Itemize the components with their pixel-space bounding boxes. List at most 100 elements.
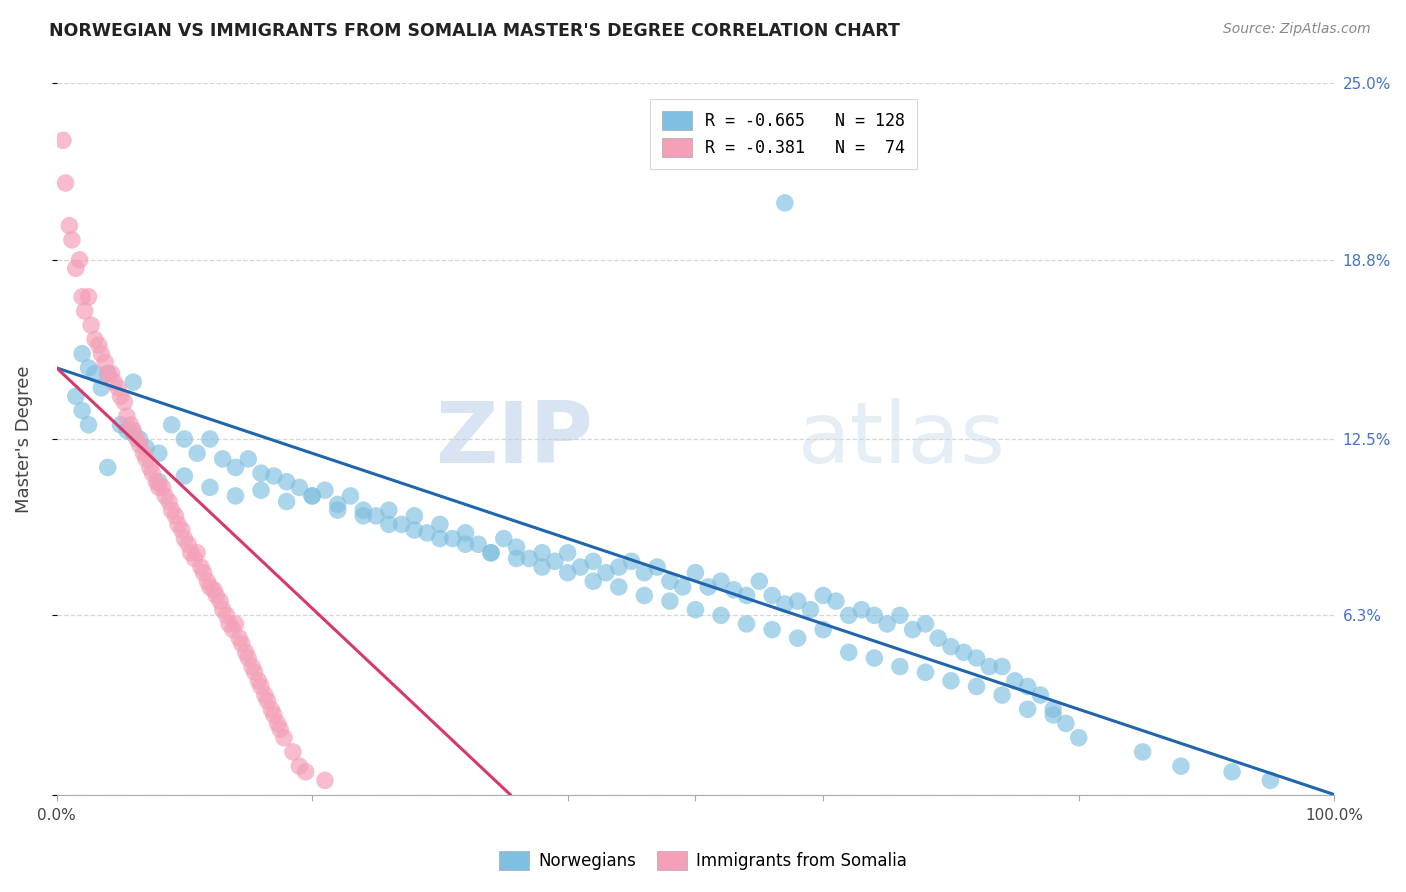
Point [582, 574, 605, 589]
Point [364, 508, 387, 523]
Point [557, 546, 579, 560]
Point [240, 659, 263, 673]
Point [748, 574, 770, 589]
Point [157, 494, 180, 508]
Point [173, 532, 195, 546]
Text: NORWEGIAN VS IMMIGRANTS FROM SOMALIA MASTER'S DEGREE CORRELATION CHART: NORWEGIAN VS IMMIGRANTS FROM SOMALIA MAS… [49, 22, 900, 40]
Point [339, 489, 361, 503]
Point [454, 525, 477, 540]
Point [90, 381, 112, 395]
Point [190, 560, 212, 574]
Point [263, 708, 285, 723]
Point [1220, 764, 1243, 779]
Point [135, 441, 157, 455]
Legend: Norwegians, Immigrants from Somalia: Norwegians, Immigrants from Somalia [492, 844, 914, 877]
Point [195, 574, 218, 589]
Point [914, 616, 936, 631]
Point [77, 417, 100, 432]
Point [326, 503, 349, 517]
Point [107, 381, 129, 395]
Point [416, 525, 439, 540]
Point [148, 446, 170, 460]
Point [155, 489, 177, 503]
Point [1132, 745, 1154, 759]
Point [1042, 708, 1064, 723]
Point [889, 608, 911, 623]
Point [901, 623, 924, 637]
Point [294, 764, 316, 779]
Point [531, 560, 554, 574]
Point [253, 688, 276, 702]
Point [813, 589, 835, 603]
Point [231, 637, 253, 651]
Point [914, 665, 936, 680]
Point [238, 651, 260, 665]
Point [479, 546, 502, 560]
Point [966, 651, 988, 665]
Point [139, 460, 162, 475]
Point [889, 659, 911, 673]
Point [247, 673, 270, 688]
Point [479, 546, 502, 560]
Point [209, 594, 232, 608]
Point [505, 551, 527, 566]
Point [288, 480, 311, 494]
Point [1170, 759, 1192, 773]
Point [97, 367, 120, 381]
Point [991, 688, 1014, 702]
Point [1042, 702, 1064, 716]
Point [183, 551, 205, 566]
Point [256, 694, 278, 708]
Point [173, 469, 195, 483]
Point [685, 603, 707, 617]
Point [710, 574, 733, 589]
Point [94, 355, 117, 369]
Point [454, 537, 477, 551]
Point [492, 532, 515, 546]
Point [52, 133, 75, 147]
Point [128, 438, 150, 452]
Point [180, 546, 202, 560]
Point [77, 360, 100, 375]
Point [65, 261, 87, 276]
Point [73, 304, 96, 318]
Point [186, 446, 208, 460]
Point [58, 219, 80, 233]
Point [115, 409, 138, 424]
Point [243, 665, 266, 680]
Point [685, 566, 707, 580]
Point [276, 494, 298, 508]
Point [645, 560, 668, 574]
Point [658, 574, 681, 589]
Point [352, 508, 374, 523]
Point [90, 346, 112, 360]
Point [467, 537, 489, 551]
Point [404, 508, 426, 523]
Point [70, 346, 93, 360]
Point [218, 616, 240, 631]
Point [186, 546, 208, 560]
Point [607, 560, 630, 574]
Point [697, 580, 720, 594]
Point [1260, 773, 1282, 788]
Point [672, 580, 695, 594]
Point [141, 466, 163, 480]
Point [70, 403, 93, 417]
Point [991, 659, 1014, 673]
Point [110, 417, 132, 432]
Point [122, 424, 145, 438]
Point [145, 475, 167, 489]
Point [127, 432, 149, 446]
Point [595, 566, 617, 580]
Point [65, 389, 87, 403]
Point [215, 608, 238, 623]
Point [122, 426, 145, 441]
Point [378, 503, 401, 517]
Point [1054, 716, 1077, 731]
Point [531, 546, 554, 560]
Point [658, 594, 681, 608]
Point [441, 532, 464, 546]
Point [1017, 680, 1039, 694]
Point [198, 580, 221, 594]
Point [276, 475, 298, 489]
